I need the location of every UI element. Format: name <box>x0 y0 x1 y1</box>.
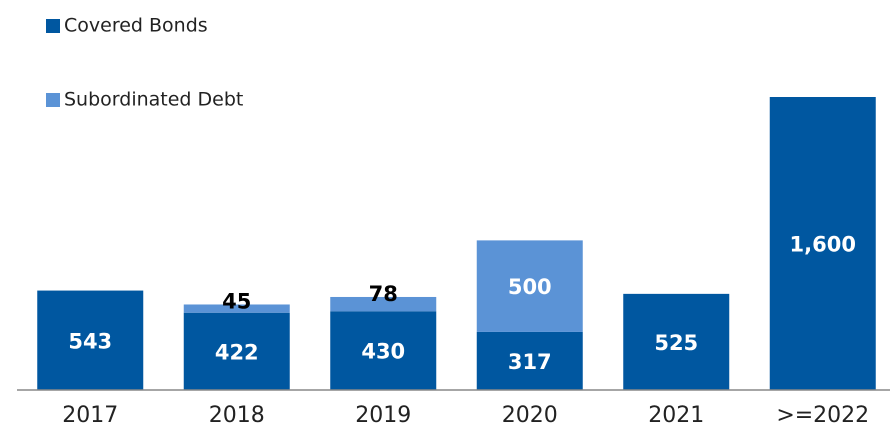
x-tick-label: 2021 <box>648 403 704 428</box>
legend-swatch <box>46 93 60 107</box>
data-label: 422 <box>215 340 259 364</box>
legend-label: Subordinated Debt <box>64 89 243 111</box>
x-tick-label: 2018 <box>209 403 265 428</box>
data-label: 430 <box>361 340 405 364</box>
data-label: 525 <box>654 331 698 355</box>
data-label: 543 <box>68 329 112 353</box>
x-tick-label: >=2022 <box>776 403 869 428</box>
bar-segment <box>476 240 583 332</box>
data-label: 45 <box>222 289 251 313</box>
legend-label: Covered Bonds <box>64 15 208 37</box>
data-label: 317 <box>508 350 552 374</box>
legend-swatch <box>46 19 60 33</box>
x-tick-label: 2020 <box>502 403 558 428</box>
bar-segment <box>37 290 144 390</box>
data-label: 78 <box>369 282 398 306</box>
bar-segment <box>476 331 583 390</box>
x-tick-label: 2017 <box>62 403 118 428</box>
bar-segment <box>330 311 437 390</box>
data-label: 500 <box>508 275 552 299</box>
bar-segment <box>183 304 290 313</box>
bar-segment <box>183 312 290 390</box>
data-label: 1,600 <box>790 233 856 257</box>
bar-segment <box>623 293 730 390</box>
bar-segment <box>769 97 876 390</box>
bar-segment <box>330 296 437 312</box>
x-tick-label: 2019 <box>355 403 411 428</box>
